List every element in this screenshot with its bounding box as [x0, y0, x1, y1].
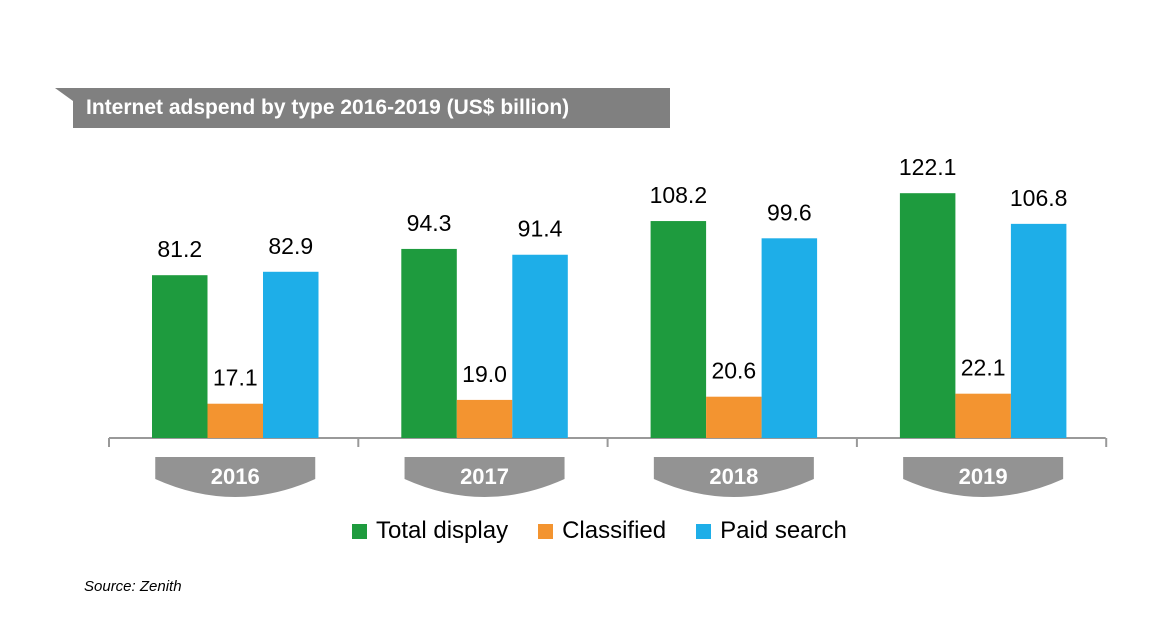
legend-label: Classified — [562, 517, 667, 544]
data-label: 19.0 — [462, 361, 507, 387]
legend: Total display Classified Paid search — [352, 517, 877, 545]
year-pill-2018 — [653, 457, 814, 497]
bar-total-display-2018 — [650, 221, 707, 438]
source-note: Source: Zenith — [84, 578, 182, 595]
data-label: 22.1 — [961, 355, 1006, 381]
data-label: 17.1 — [213, 365, 258, 391]
data-label: 106.8 — [1010, 185, 1068, 211]
bar-paid-search-2018 — [761, 238, 818, 438]
data-label: 20.6 — [711, 358, 756, 384]
year-pill-2019 — [903, 457, 1064, 497]
x-tick-label: 2017 — [460, 464, 509, 489]
x-tick-label: 2019 — [959, 464, 1008, 489]
bar-total-display-2019 — [899, 193, 956, 438]
bar-paid-search-2017 — [512, 254, 568, 438]
title-banner-fold — [55, 88, 73, 101]
data-label: 108.2 — [650, 182, 708, 208]
legend-swatch — [352, 523, 367, 539]
legend-item-total-display: Total display — [352, 517, 508, 545]
bar-total-display-2017 — [401, 248, 457, 438]
bar-classified-2016 — [207, 403, 263, 438]
legend-swatch — [538, 523, 554, 539]
bar-paid-search-2016 — [263, 271, 319, 438]
bar-classified-2017 — [456, 399, 513, 438]
chart-title: Internet adspend by type 2016-2019 (US$ … — [73, 88, 670, 128]
data-label: 82.9 — [268, 233, 313, 259]
bar-paid-search-2019 — [1010, 223, 1067, 438]
year-pill-2016 — [155, 457, 316, 497]
legend-swatch — [696, 523, 712, 539]
legend-item-classified: Classified — [538, 517, 666, 545]
bar-total-display-2016 — [152, 275, 208, 438]
data-label: 99.6 — [767, 199, 812, 225]
legend-label: Paid search — [720, 517, 847, 544]
bar-classified-2019 — [955, 393, 1011, 438]
x-tick-label: 2018 — [709, 464, 758, 489]
bar-classified-2018 — [706, 396, 762, 438]
data-label: 81.2 — [157, 236, 202, 262]
legend-label: Total display — [376, 517, 509, 544]
year-pill-2017 — [404, 457, 565, 497]
legend-item-paid-search: Paid search — [696, 517, 847, 545]
x-tick-label: 2016 — [211, 464, 260, 489]
data-label: 122.1 — [899, 154, 957, 180]
data-label: 91.4 — [518, 216, 563, 242]
data-label: 94.3 — [407, 210, 452, 236]
